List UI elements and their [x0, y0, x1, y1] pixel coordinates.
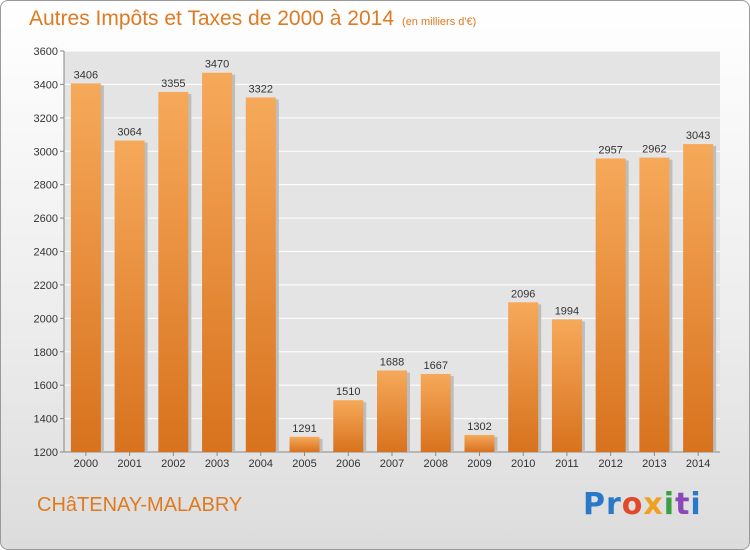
- bar: [245, 97, 276, 453]
- x-tick-label: 2014: [686, 458, 710, 470]
- bar: [158, 91, 189, 452]
- y-tick-label: 3000: [34, 146, 58, 158]
- y-tick-label: 1600: [34, 380, 58, 392]
- x-tick-label: 2007: [380, 458, 404, 470]
- x-tick-label: 2011: [555, 458, 579, 470]
- y-tick-label: 1400: [34, 414, 58, 426]
- x-tick-label: 2013: [642, 458, 666, 470]
- chart-title-text: Autres Impôts et Taxes de 2000 à 2014: [29, 7, 395, 30]
- bar: [595, 158, 626, 453]
- x-tick-label: 2001: [117, 458, 141, 470]
- x-tick-label: 2008: [423, 458, 447, 470]
- y-tick-label: 2000: [34, 313, 58, 325]
- y-tick-label: 1200: [34, 447, 58, 459]
- bar-value-label: 3064: [117, 127, 141, 139]
- y-tick-label: 2400: [34, 247, 58, 259]
- bar: [464, 434, 495, 452]
- bar-value-label: 1667: [423, 360, 447, 372]
- logo-part: x: [643, 487, 664, 522]
- bar-value-label: 1510: [336, 386, 360, 398]
- bar-value-label: 2957: [598, 144, 622, 156]
- proxiti-logo: Proxiti: [583, 487, 702, 522]
- x-tick-label: 2000: [74, 458, 98, 470]
- chart-title: Autres Impôts et Taxes de 2000 à 2014 (en…: [29, 7, 476, 31]
- bar: [377, 370, 407, 452]
- y-tick-label: 2600: [34, 213, 58, 225]
- bar-value-label: 1291: [292, 423, 316, 435]
- x-tick-label: 2002: [161, 458, 185, 470]
- bar-value-label: 1994: [555, 305, 579, 317]
- x-tick-label: 2006: [336, 458, 360, 470]
- bar-value-label: 3043: [686, 130, 710, 142]
- x-tick-label: 2003: [205, 458, 229, 470]
- logo-part: i: [690, 487, 702, 522]
- bar: [551, 319, 582, 452]
- bar: [114, 140, 145, 452]
- x-tick-label: 2004: [249, 458, 273, 470]
- bar-value-label: 3355: [161, 78, 185, 90]
- logo-part: o: [621, 487, 644, 522]
- x-tick-label: 2009: [467, 458, 491, 470]
- bar: [202, 72, 233, 453]
- bar: [683, 144, 714, 452]
- bar-value-label: 1302: [467, 421, 491, 433]
- y-tick-label: 3400: [34, 79, 58, 91]
- x-tick-label: 2012: [598, 458, 622, 470]
- bar-value-label: 3406: [74, 69, 98, 81]
- bar-value-label: 2096: [511, 288, 535, 300]
- bar: [420, 373, 451, 452]
- city-label: CHâTENAY-MALABRY: [37, 494, 243, 516]
- bar-value-label: 1688: [380, 356, 404, 368]
- bar-value-label: 3322: [249, 83, 273, 95]
- bar-value-label: 2962: [642, 144, 666, 156]
- y-tick-label: 1800: [34, 347, 58, 359]
- bar-value-label: 3470: [205, 59, 229, 71]
- bar: [508, 302, 539, 452]
- y-tick-label: 3200: [34, 113, 58, 125]
- bar: [289, 436, 320, 452]
- bar: [70, 83, 101, 452]
- logo-part: t: [675, 487, 691, 522]
- bar: [333, 400, 364, 452]
- chart-unit: (en milliers d'€): [402, 16, 477, 28]
- logo-part: i: [663, 487, 676, 522]
- bar: [639, 157, 670, 452]
- y-tick-label: 2200: [34, 280, 58, 292]
- y-tick-label: 2800: [34, 180, 58, 192]
- logo-part: Pr: [583, 487, 622, 522]
- y-tick-label: 3600: [34, 46, 58, 58]
- x-tick-label: 2005: [292, 458, 316, 470]
- x-tick-label: 2010: [511, 458, 535, 470]
